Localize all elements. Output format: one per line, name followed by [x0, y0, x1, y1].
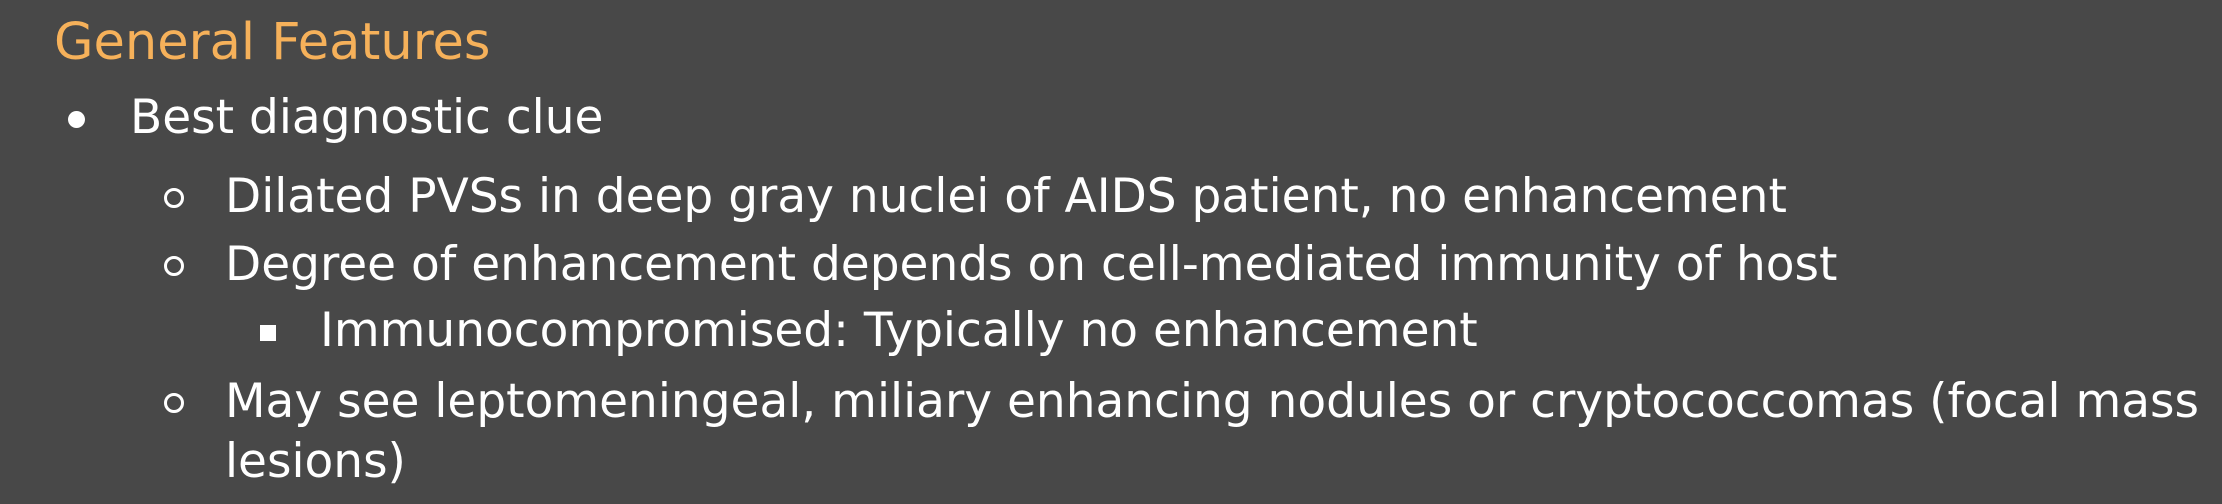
circle-bullet-icon — [164, 393, 184, 413]
bullet-item-level2-continuation: lesions) — [225, 434, 406, 489]
disc-bullet-icon — [68, 111, 85, 128]
square-bullet-icon — [260, 325, 276, 341]
slide-title: General Features — [54, 13, 491, 72]
bullet-item-level2: Degree of enhancement depends on cell-me… — [225, 237, 1838, 292]
circle-bullet-icon — [164, 256, 184, 276]
circle-bullet-icon — [164, 188, 184, 208]
bullet-item-level1: Best diagnostic clue — [130, 90, 604, 145]
bullet-item-level3: Immunocompromised: Typically no enhancem… — [320, 303, 1478, 358]
bullet-item-level2: Dilated PVSs in deep gray nuclei of AIDS… — [225, 169, 1787, 224]
bullet-item-level2: May see leptomeningeal, miliary enhancin… — [225, 374, 2200, 429]
